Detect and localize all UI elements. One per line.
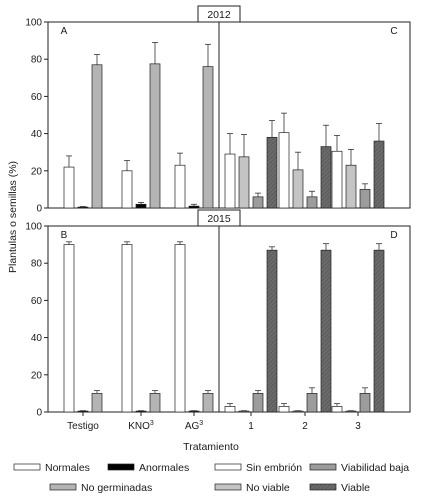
bar xyxy=(345,164,357,209)
panel-letter: D xyxy=(390,230,397,241)
y-tick-label: 60 xyxy=(31,92,43,103)
bar xyxy=(63,166,75,209)
bar xyxy=(292,169,304,209)
legend-swatch xyxy=(107,463,135,471)
bar xyxy=(174,244,186,413)
legend-swatch xyxy=(13,463,41,471)
x-axis-title: Tratamiento xyxy=(183,441,239,453)
bar xyxy=(252,196,264,209)
legend-label: No viable xyxy=(246,482,290,494)
y-tick-label: 80 xyxy=(31,259,43,270)
bar xyxy=(202,393,214,413)
y-tick-label: 100 xyxy=(25,222,42,233)
y-tick-label: 80 xyxy=(31,55,43,66)
year-label-box xyxy=(197,209,241,227)
y-tick-label: 20 xyxy=(31,166,43,177)
bar xyxy=(63,244,75,413)
bar xyxy=(266,136,278,209)
x-tick-label: KNO3 xyxy=(128,420,154,432)
legend-swatch xyxy=(309,463,337,471)
bar xyxy=(373,249,385,413)
legend-swatch xyxy=(214,483,242,491)
bar xyxy=(320,146,332,209)
x-tick-label: 2 xyxy=(302,421,308,432)
bar xyxy=(278,132,290,209)
bar xyxy=(331,150,343,209)
bar xyxy=(121,244,133,413)
year-label: 2015 xyxy=(207,213,231,225)
y-tick-label: 20 xyxy=(31,370,43,381)
bar xyxy=(331,406,343,413)
bar xyxy=(238,156,250,209)
x-tick-label: 1 xyxy=(248,421,254,432)
bar xyxy=(359,393,371,413)
bar xyxy=(91,64,103,209)
x-tick-label: 3 xyxy=(355,421,361,432)
bar xyxy=(238,410,250,413)
y-tick-label: 0 xyxy=(36,408,42,419)
x-tick-label: Testigo xyxy=(67,421,99,432)
bar xyxy=(77,206,89,209)
panel-letter: A xyxy=(61,26,68,37)
bar xyxy=(149,63,161,209)
bar xyxy=(91,393,103,413)
legend-label: Normales xyxy=(45,462,90,474)
bar xyxy=(292,410,304,413)
legend-swatch xyxy=(214,463,242,471)
bar xyxy=(306,196,318,209)
legend-label: Anormales xyxy=(139,462,189,474)
year-label: 2012 xyxy=(207,9,231,21)
chart-panels: 0 20 40 60 80 100 2012 A C 0 20 40 60 80 100 2015 B D Test… xyxy=(25,5,411,432)
legend-label: No germinadas xyxy=(81,482,152,494)
year-label-box xyxy=(197,5,241,23)
panel-letter: C xyxy=(390,26,397,37)
y-tick-label: 100 xyxy=(25,18,42,29)
panel-frame xyxy=(47,225,411,413)
bar xyxy=(278,406,290,413)
bar xyxy=(252,393,264,413)
bar xyxy=(188,205,200,209)
bar xyxy=(202,66,214,209)
bar xyxy=(135,410,147,413)
bar xyxy=(135,203,147,209)
legend-label: Viabilidad baja xyxy=(341,462,409,474)
y-tick-label: 0 xyxy=(36,204,42,215)
legend-swatch xyxy=(309,483,337,491)
legend-label: Sin embrión xyxy=(246,462,302,474)
panel-letter: B xyxy=(61,230,68,241)
bar xyxy=(266,249,278,413)
bar xyxy=(121,170,133,209)
bar xyxy=(373,140,385,209)
bar xyxy=(359,189,371,209)
bar xyxy=(77,410,89,413)
legend-swatch xyxy=(49,483,77,491)
bar xyxy=(224,406,236,413)
bar xyxy=(224,153,236,209)
y-tick-label: 60 xyxy=(31,296,43,307)
bar xyxy=(306,393,318,413)
bar xyxy=(174,164,186,209)
x-tick-label: AG3 xyxy=(185,420,203,432)
bar xyxy=(345,410,357,413)
bar xyxy=(320,249,332,413)
bar xyxy=(149,393,161,413)
bar xyxy=(188,410,200,413)
y-tick-label: 40 xyxy=(31,129,43,140)
y-axis-title: Plantulas o semillas (%) xyxy=(7,161,19,273)
legend-label: Viable xyxy=(341,482,370,494)
legend: Normales Anormales No germinadas Sin embrió… xyxy=(13,462,409,494)
y-tick-label: 40 xyxy=(31,333,43,344)
